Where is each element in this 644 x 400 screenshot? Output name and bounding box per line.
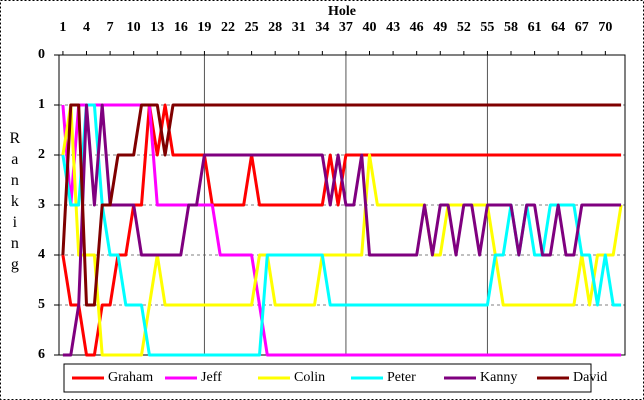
legend-label: Peter [387, 370, 416, 385]
x-tick-label: 25 [245, 20, 259, 35]
y-tick-label: 2 [38, 147, 45, 162]
legend-label: Colin [294, 370, 325, 385]
y-tick-label: 5 [38, 297, 45, 312]
chart-title: Hole [328, 4, 356, 19]
x-tick-label: 64 [551, 20, 565, 35]
x-tick-label: 1 [59, 20, 66, 35]
y-tick-label: 6 [38, 347, 45, 362]
x-tick-label: 22 [221, 20, 235, 35]
y-axis-label: Ranking [6, 130, 23, 277]
x-tick-label: 58 [504, 20, 518, 35]
series-line [61, 103, 622, 357]
legend-label: David [573, 370, 607, 385]
x-tick-label: 52 [457, 20, 471, 35]
x-tick-label: 16 [174, 20, 188, 35]
x-tick-label: 46 [410, 20, 424, 35]
x-tick-label: 40 [363, 20, 377, 35]
series-line [61, 103, 622, 307]
legend-label: Kanny [480, 370, 517, 385]
x-tick-label: 49 [433, 20, 447, 35]
y-tick-label: 0 [38, 47, 45, 62]
x-tick-label: 70 [598, 20, 612, 35]
y-tick-label: 3 [38, 197, 45, 212]
x-tick-label: 67 [575, 20, 589, 35]
series-line [61, 103, 623, 357]
x-tick-label: 43 [386, 20, 400, 35]
x-tick-label: 4 [83, 20, 90, 35]
series-line [61, 103, 622, 357]
x-tick-label: 19 [197, 20, 211, 35]
legend-label: Graham [108, 370, 153, 385]
x-tick-label: 37 [339, 20, 353, 35]
x-tick-label: 34 [315, 20, 329, 35]
x-tick-label: 61 [528, 20, 542, 35]
x-tick-label: 55 [480, 20, 494, 35]
legend-box [63, 363, 592, 393]
series-line [62, 103, 622, 357]
x-tick-label: 7 [107, 20, 114, 35]
x-tick-label: 31 [292, 20, 306, 35]
x-tick-label: 28 [268, 20, 282, 35]
y-tick-label: 1 [38, 97, 45, 112]
x-tick-label: 10 [127, 20, 141, 35]
legend-label: Jeff [201, 370, 222, 385]
x-tick-label: 13 [150, 20, 164, 35]
y-tick-label: 4 [38, 247, 45, 262]
